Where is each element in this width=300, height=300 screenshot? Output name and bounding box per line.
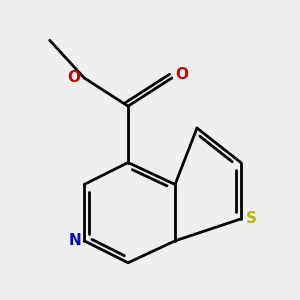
Text: O: O [176,67,188,82]
Text: S: S [246,212,257,226]
Text: N: N [68,233,81,248]
Text: O: O [67,70,80,86]
